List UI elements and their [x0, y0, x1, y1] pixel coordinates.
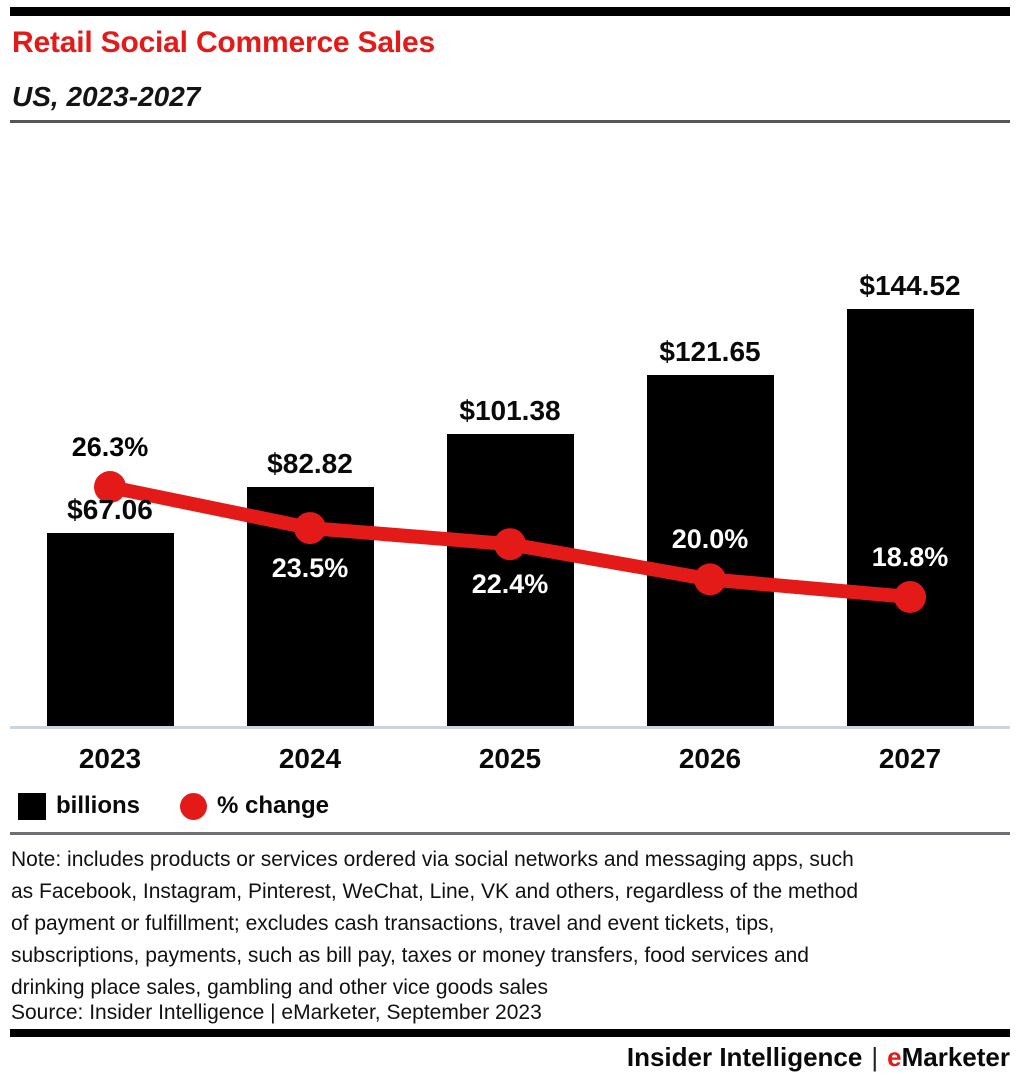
- bar-value-label-2027: $144.52: [859, 270, 961, 302]
- pct-label-2024: 23.5%: [271, 553, 349, 584]
- bar-value-label-2025: $101.38: [459, 394, 561, 426]
- bar-2023: [46, 532, 174, 726]
- bar-value-label-2023: $67.06: [67, 493, 153, 525]
- x-tick-2024: 2024: [278, 743, 342, 774]
- bar-line-chart: $67.06 26.3% 2023 $82.82 23.5% 2024 $101.38 22.…: [10, 270, 1010, 774]
- pct-label-2026: 20.0%: [671, 524, 749, 555]
- top-accent-bar: [10, 7, 1010, 16]
- pct-change-swatch-icon: [180, 792, 207, 820]
- pct-label-2027: 18.8%: [871, 542, 949, 572]
- x-tick-2025: 2025: [478, 743, 542, 774]
- x-axis-line: [10, 726, 1010, 729]
- chart-legend: billions % change: [18, 788, 329, 824]
- chart-title: Retail Social Commerce Sales: [12, 26, 435, 59]
- bar-value-label-2024: $82.82: [267, 448, 353, 480]
- footer-divider-bar: [10, 1029, 1010, 1037]
- bar-2024: [246, 487, 374, 726]
- chart-subtitle: US, 2023-2027: [12, 81, 201, 112]
- header-divider: [10, 120, 1010, 123]
- brand-emarketer-rest: Marketer: [901, 1042, 1010, 1072]
- brand-emarketer-e: e: [887, 1042, 902, 1072]
- chart-source: Source: Insider Intelligence | eMarketer…: [11, 1001, 542, 1024]
- x-tick-2026: 2026: [678, 743, 742, 774]
- bar-2027: [846, 309, 974, 726]
- legend-label-billions: billions: [56, 792, 140, 819]
- x-tick-2023: 2023: [78, 743, 142, 774]
- legend-label-pct-change: % change: [217, 792, 330, 819]
- pct-label-2025: 22.4%: [471, 569, 549, 600]
- brand-separator: |: [871, 1042, 879, 1072]
- pct-label-2023: 26.3%: [71, 432, 149, 462]
- brand-footer: Insider Intelligence | eMarketer: [627, 1042, 1010, 1073]
- chart-note: Note: includes products or services orde…: [11, 848, 859, 999]
- x-tick-2027: 2027: [878, 743, 942, 774]
- legend-divider: [10, 832, 1010, 835]
- billions-swatch-icon: [18, 792, 46, 820]
- bar-value-label-2026: $121.65: [659, 336, 761, 368]
- brand-insider-intelligence: Insider Intelligence: [626, 1042, 863, 1072]
